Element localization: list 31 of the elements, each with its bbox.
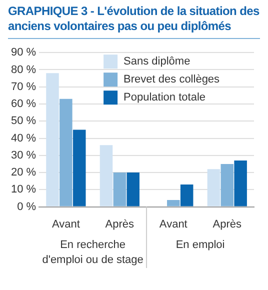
y-tick-label: 20 % (10, 166, 36, 179)
y-tick-label: 60 % (10, 98, 36, 110)
x-tick-label: Avant (52, 218, 80, 230)
bar (60, 98, 72, 206)
bar (207, 169, 220, 206)
y-tick-label: 90 % (10, 46, 36, 59)
x-tick-label: Avant (159, 218, 188, 230)
bar (167, 200, 180, 206)
chart-title: GRAPHIQUE 3 - L'évolution de la situation des anciens volontaires pas ou peu diplômés (8, 4, 260, 39)
y-tick-label: 50 % (10, 115, 36, 128)
bar (46, 73, 59, 206)
text: En recherche d'emploi ou de stage (42, 239, 144, 266)
bar (180, 184, 194, 206)
y-tick-label: 10 % (10, 184, 36, 196)
y-tick-label: 40 % (10, 132, 36, 144)
y-tick-label: 0 % (17, 200, 36, 213)
y-tick-label: 30 % (10, 149, 36, 162)
bar (72, 130, 86, 206)
bar (234, 160, 247, 206)
bar (126, 172, 140, 206)
legend-label: Brevet des collèges (124, 74, 220, 86)
y-tick-label: 80 % (10, 64, 36, 76)
x-tick-label: Après (105, 218, 135, 230)
legend-label: Population totale (124, 92, 206, 104)
bar (220, 164, 234, 206)
y-tick-label: 70 % (10, 80, 36, 93)
x-tick-label: Après (212, 218, 242, 230)
legend-label: Sans diplôme (124, 56, 190, 68)
bar (100, 145, 113, 206)
text: En emploi (176, 239, 225, 251)
bar (113, 172, 126, 206)
